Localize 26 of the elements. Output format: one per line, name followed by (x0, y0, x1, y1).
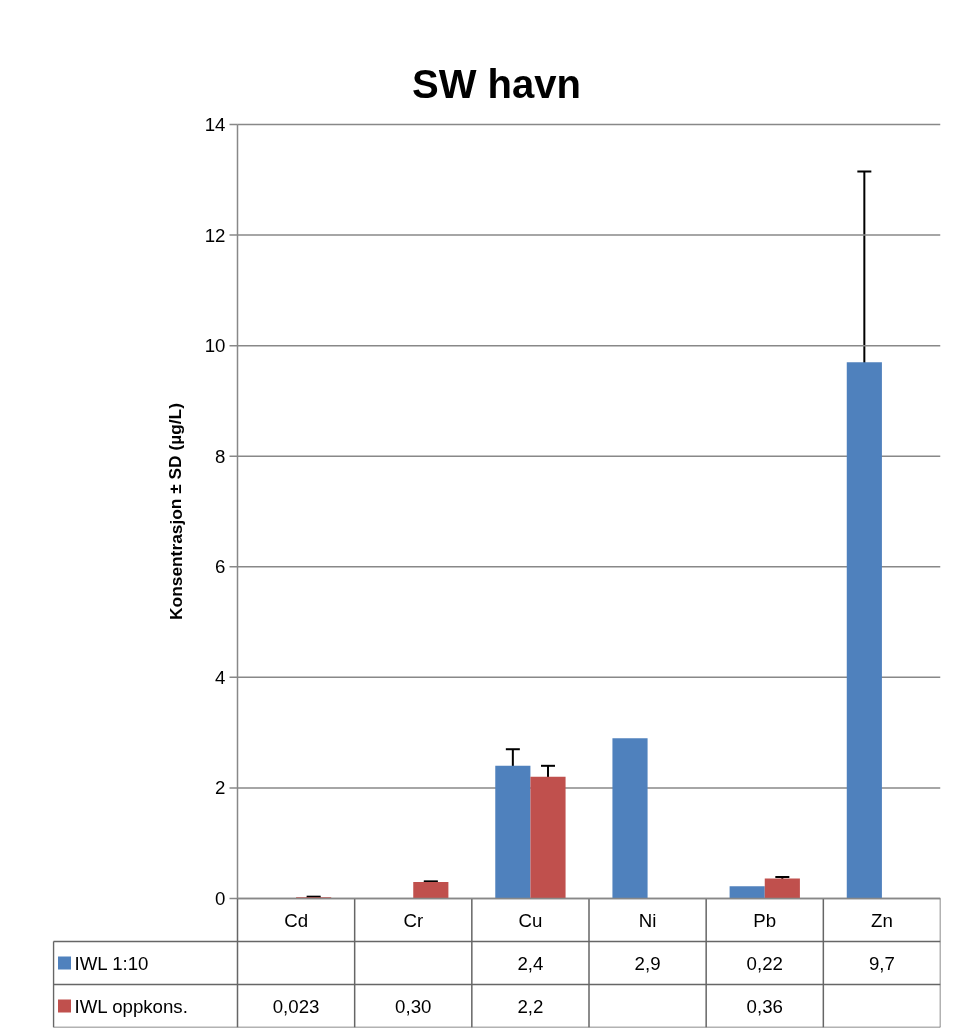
y-tick-label: 4 (215, 666, 226, 688)
x-tick-label: Ni (638, 909, 657, 931)
x-tick-label: Cd (284, 909, 309, 931)
data-label: 2,4 (517, 952, 544, 974)
y-tick-label: 2 (215, 777, 226, 799)
y-tick-label: 12 (204, 224, 226, 246)
y-axis-title: Konsentrasjon ± SD (µg/L) (165, 403, 186, 620)
x-tick-label: Cr (403, 909, 424, 931)
data-label: 2,9 (634, 952, 661, 974)
legend-label: IWL 1:10 (74, 952, 149, 974)
y-tick-label: 10 (204, 335, 226, 357)
data-label: 0,30 (395, 995, 432, 1017)
x-tick-label: Pb (753, 909, 777, 931)
y-tick-label: 6 (215, 556, 226, 578)
y-tick-label: 14 (204, 114, 226, 135)
x-tick-label: Cu (518, 909, 543, 931)
data-label: 0,36 (746, 995, 783, 1017)
data-label: 2,2 (517, 995, 544, 1017)
legend-label: IWL oppkons. (74, 995, 188, 1017)
data-label: 9,7 (868, 952, 895, 974)
x-tick-label: Zn (871, 909, 893, 931)
data-label: 0,023 (272, 995, 320, 1017)
data-label: 0,22 (746, 952, 783, 974)
chart-title: SW havn (412, 61, 581, 106)
y-tick-label: 8 (215, 445, 226, 467)
y-tick-label: 0 (215, 888, 226, 909)
